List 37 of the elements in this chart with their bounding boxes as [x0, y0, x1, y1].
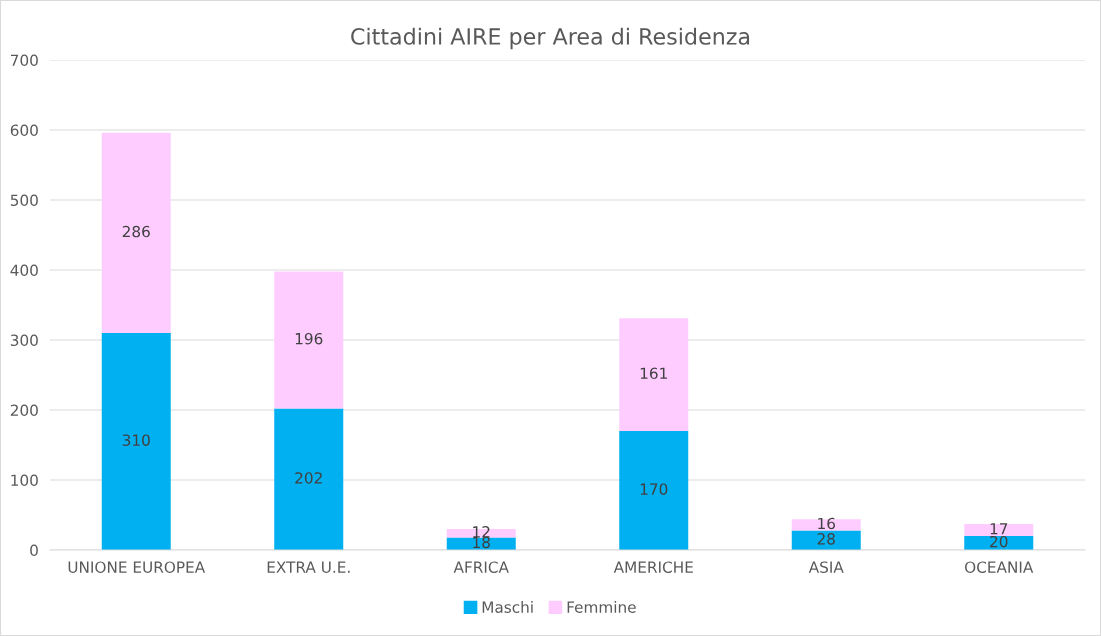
data-label: 18: [473, 536, 490, 549]
y-tick-label: 600: [10, 124, 38, 137]
x-tick-label: AFRICA: [453, 561, 509, 573]
y-tick-label: 100: [11, 474, 38, 487]
y-tick-label: 500: [10, 194, 38, 207]
bar: [101, 333, 171, 550]
data-label: 20: [990, 535, 1008, 548]
legend-label: Maschi: [482, 601, 533, 613]
x-tick-label: EXTRA U.E.: [267, 561, 350, 573]
x-tick-label: UNIONE EUROPEA: [68, 561, 206, 573]
data-label: 286: [122, 225, 150, 238]
bar: [791, 519, 861, 531]
y-tick-label: 300: [10, 334, 38, 347]
data-label: 196: [295, 332, 323, 345]
x-tick-label: OCEANIA: [965, 561, 1034, 573]
data-label: 16: [818, 517, 836, 530]
chart-title: Cittadini AIRE per Area di Residenza: [351, 27, 750, 50]
data-label: 202: [295, 472, 322, 484]
data-label: 17: [990, 523, 1008, 535]
bar: [964, 524, 1034, 536]
data-label: 28: [817, 533, 835, 545]
bar: [619, 318, 689, 431]
data-label: 170: [640, 483, 668, 495]
data-label: 161: [640, 367, 667, 380]
bar: [274, 271, 344, 409]
bar: [619, 431, 689, 550]
y-tick-label: 400: [10, 264, 38, 277]
legend-label: Femmine: [567, 601, 636, 613]
x-tick-label: ASIA: [808, 561, 844, 573]
bar: [274, 408, 344, 550]
y-tick-label: 700: [10, 54, 38, 67]
x-tick-label: AMERICHE: [613, 561, 693, 573]
y-tick-label: 0: [30, 544, 38, 557]
y-tick-label: 200: [10, 404, 38, 417]
bar: [101, 132, 171, 333]
bar: [791, 530, 861, 550]
data-label: 310: [122, 434, 150, 446]
